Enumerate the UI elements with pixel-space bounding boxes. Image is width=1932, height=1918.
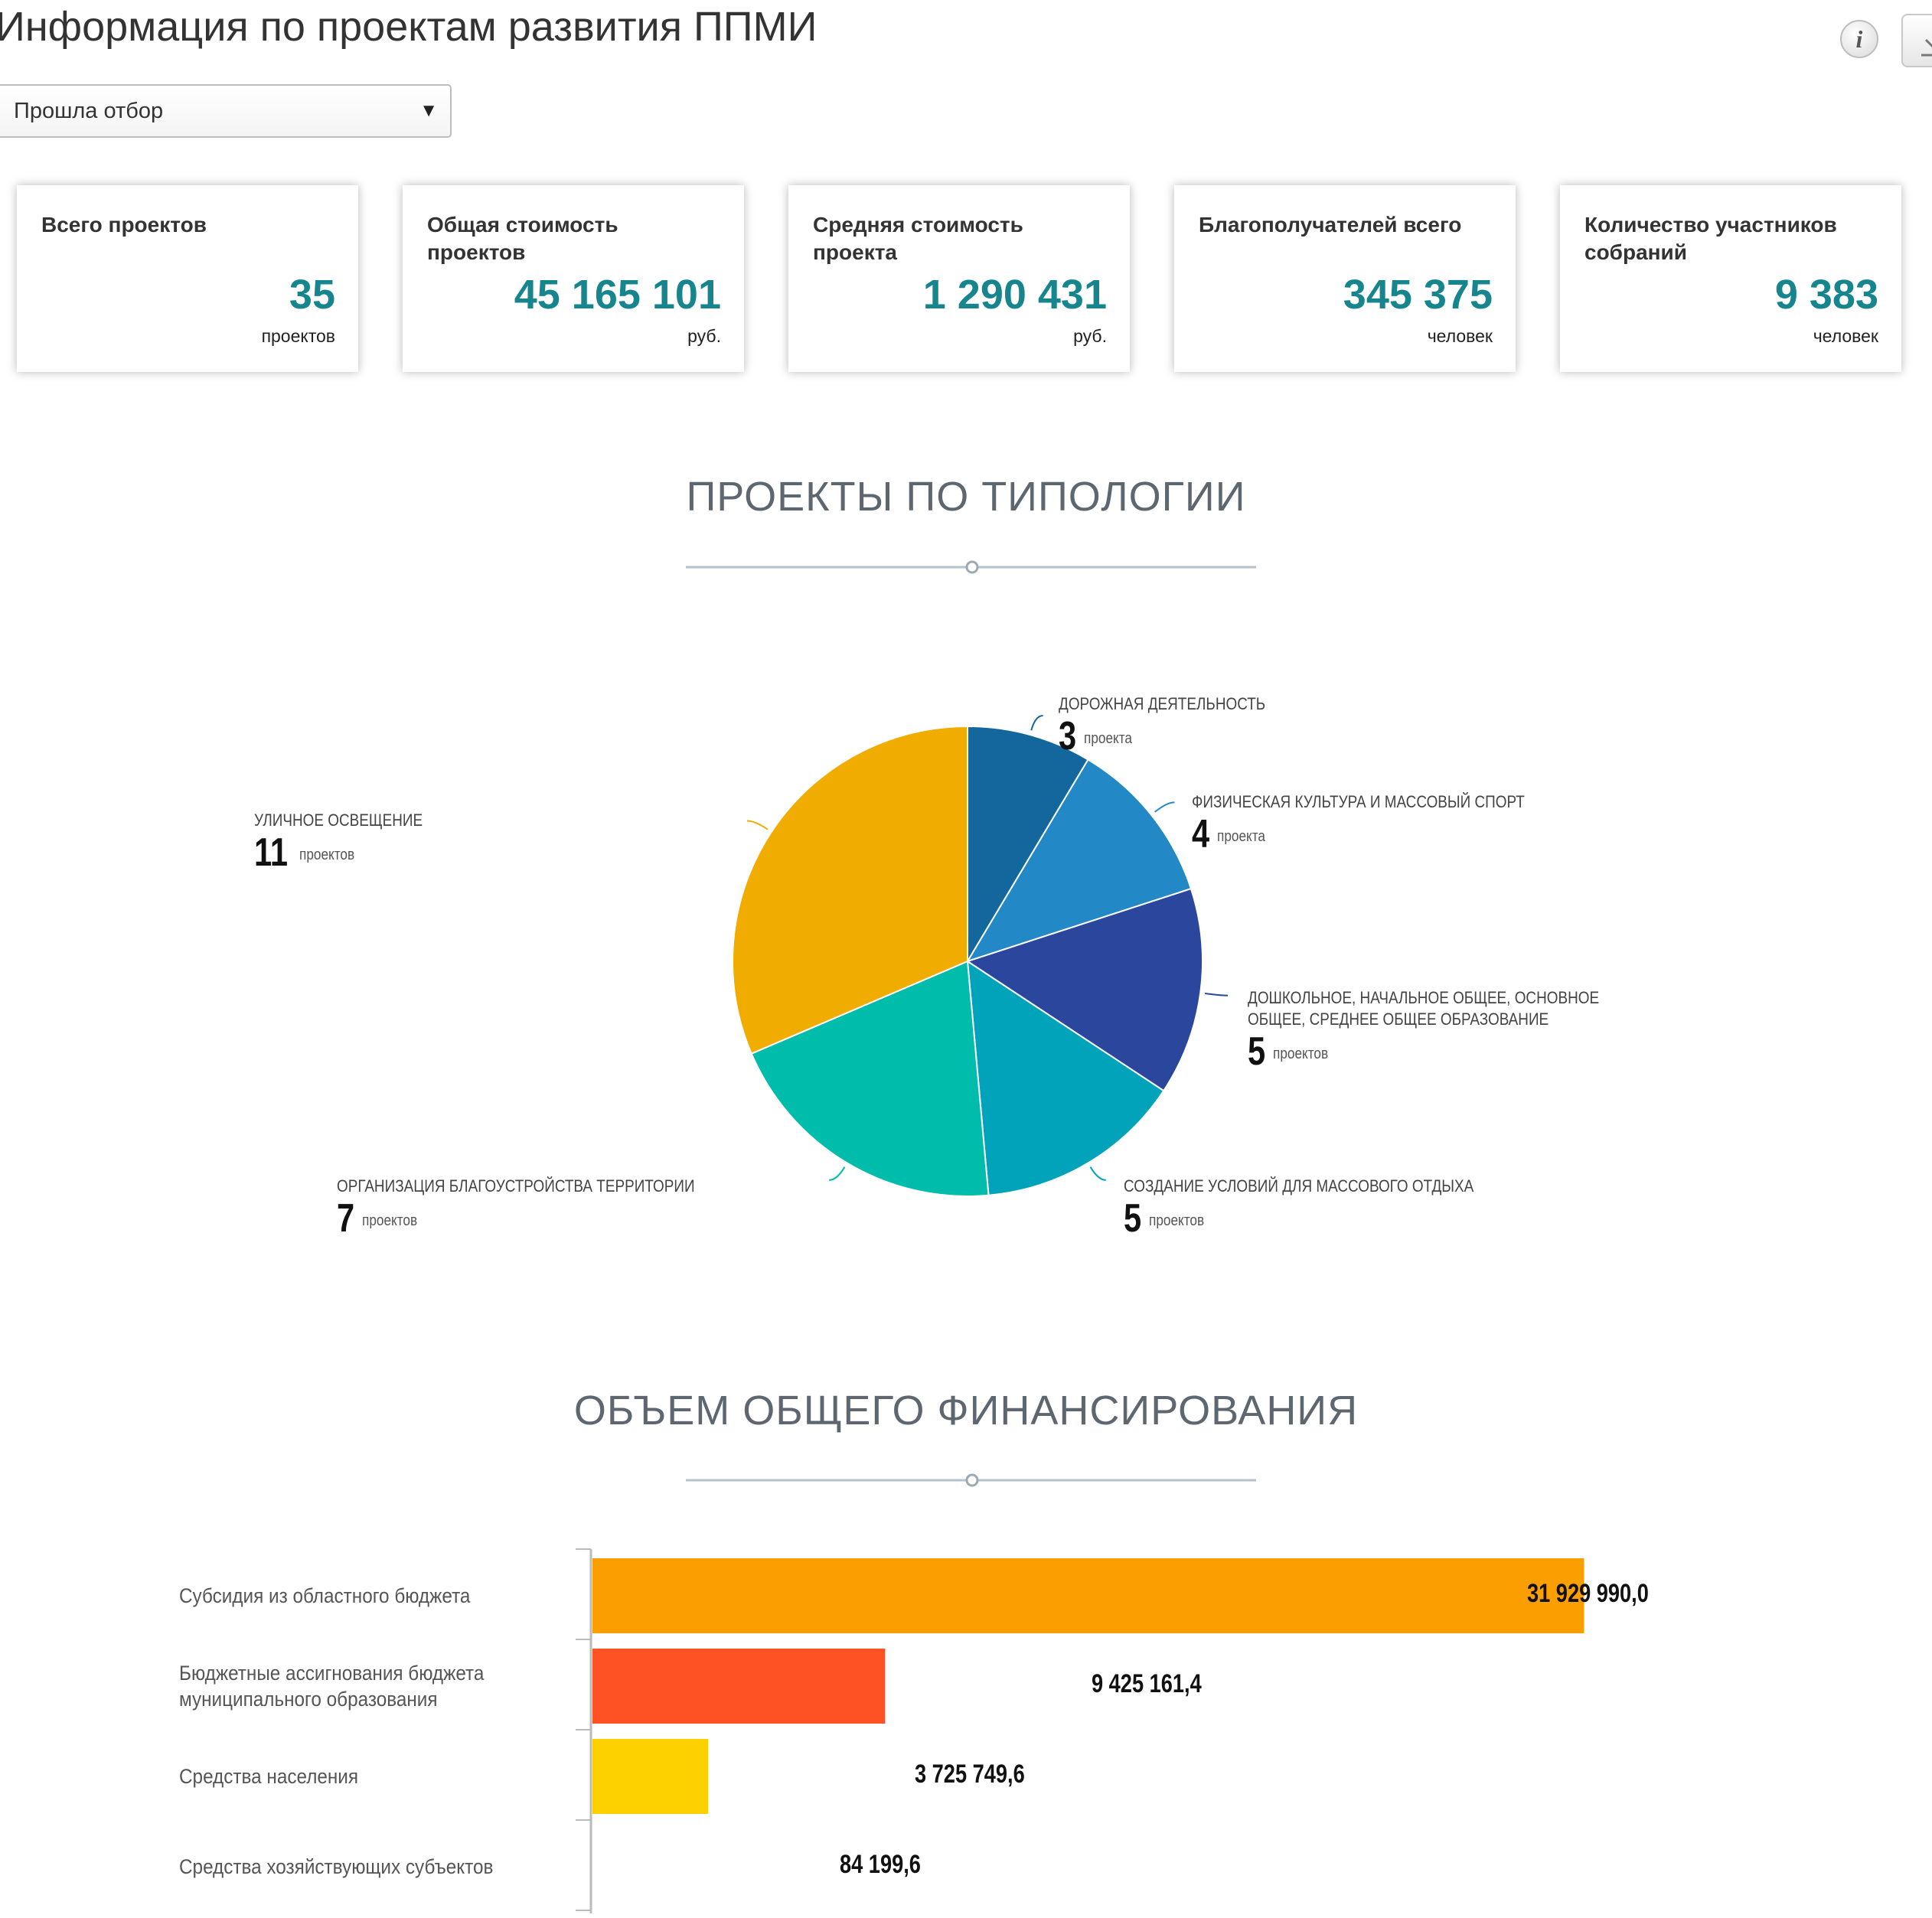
pie-slice[interactable] <box>965 887 1203 1092</box>
pie-label-count-row: 11 проектов <box>254 830 450 876</box>
kpi-unit: проектов <box>261 326 335 346</box>
pie-connector <box>1205 993 1228 997</box>
pie-label-unit: проекта <box>1083 730 1132 747</box>
kpi-card-beneficiaries: Благополучателей всего 345 375 человек <box>1174 185 1516 372</box>
kpi-label: Всего проектов <box>41 213 207 236</box>
bar[interactable] <box>592 1649 886 1724</box>
pie-label-unit: проектов <box>1272 1045 1329 1062</box>
bar[interactable] <box>592 1739 709 1814</box>
kpi-card-average-cost: Средняя стоимость проекта 1 290 431 руб. <box>788 185 1130 372</box>
pie-label-count-row: 5 проектов <box>1124 1195 1531 1241</box>
pie-svg <box>732 715 1228 1197</box>
pie-label-count-row: 5 проектов <box>1248 1029 1676 1075</box>
pie-label: ФИЗИЧЕСКАЯ КУЛЬТУРА И МАССОВЫЙ СПОРТ 4 про… <box>1192 791 1579 857</box>
pie-label-name: ФИЗИЧЕСКАЯ КУЛЬТУРА И МАССОВЫЙ СПОРТ <box>1192 792 1525 811</box>
pie-label-count: 11 <box>254 830 288 875</box>
pie-label-count: 4 <box>1192 812 1210 856</box>
pie-label: ДОШКОЛЬНОЕ, НАЧАЛЬНОЕ ОБЩЕЕ, ОСНОВНОЕ ОБ… <box>1248 987 1676 1075</box>
info-icon[interactable]: i <box>1840 20 1878 58</box>
pie-label-unit: проектов <box>361 1212 418 1229</box>
pie-label-name: УЛИЧНОЕ ОСВЕЩЕНИЕ <box>254 811 423 830</box>
pie-label-name: СОЗДАНИЕ УСЛОВИЙ ДЛЯ МАССОВОГО ОТДЫХА <box>1124 1176 1474 1195</box>
pie-label: ДОРОЖНАЯ ДЕЯТЕЛЬНОСТЬ 3 проекта <box>1059 693 1299 759</box>
kpi-card-total-cost: Общая стоимость проектов 45 165 101 руб. <box>403 185 744 372</box>
pie-slice[interactable] <box>965 758 1193 963</box>
kpi-unit: человек <box>1813 326 1878 346</box>
bar-value-label: 3 725 749,6 <box>915 1760 1025 1789</box>
chevron-down-icon: ▼ <box>419 100 438 121</box>
pie-label-count: 5 <box>1248 1029 1266 1074</box>
pie-label: СОЗДАНИЕ УСЛОВИЙ ДЛЯ МАССОВОГО ОТДЫХА 5 пр… <box>1124 1176 1531 1241</box>
kpi-row: Всего проектов 35 проектов Общая стоимос… <box>17 185 1915 375</box>
financing-section-title: ОБЪЕМ ОБЩЕГО ФИНАНСИРОВАНИЯ <box>573 1388 1359 1434</box>
page-title: Информация по проектам развития ППМИ <box>0 4 818 50</box>
pie-connector <box>747 820 769 830</box>
pie-slice[interactable] <box>750 960 990 1197</box>
bar-value-label: 31 929 990,0 <box>1527 1579 1650 1608</box>
bar-category-label: Субсидия из областного бюджета <box>179 1584 471 1607</box>
download-icon[interactable] <box>1901 14 1932 67</box>
pie-label-count: 5 <box>1124 1196 1142 1241</box>
kpi-card-total-projects: Всего проектов 35 проектов <box>17 185 358 372</box>
bar-category-label: Средства хозяйствующих субъектов <box>179 1855 494 1878</box>
bar-category-label: Бюджетные ассигнования бюджета муниципал… <box>179 1662 485 1711</box>
section-divider <box>686 1473 1256 1487</box>
kpi-value: 35 <box>289 272 335 318</box>
pie-label-count-row: 3 проекта <box>1059 713 1299 759</box>
typology-section-title: ПРОЕКТЫ ПО ТИПОЛОГИИ <box>686 474 1246 520</box>
kpi-card-meeting-participants: Количество участников собраний 9 383 чел… <box>1560 185 1901 372</box>
pie-slice[interactable] <box>967 725 1089 964</box>
pie-connector <box>1030 715 1043 731</box>
pie-label-name: ОРГАНИЗАЦИЯ БЛАГОУСТРОЙСТВА ТЕРРИТОРИИ <box>337 1176 695 1195</box>
pie-label: ОРГАНИЗАЦИЯ БЛАГОУСТРОЙСТВА ТЕРРИТОРИИ 7 п… <box>337 1176 753 1241</box>
kpi-label: Количество участников собраний <box>1584 213 1837 264</box>
kpi-value: 345 375 <box>1343 272 1493 318</box>
pie-label-count: 7 <box>337 1196 355 1241</box>
status-filter-select[interactable]: Прошла отбор ▼ <box>0 84 452 138</box>
bar[interactable] <box>592 1558 1584 1633</box>
pie-slice[interactable] <box>732 725 968 1055</box>
status-filter-value: Прошла отбор <box>14 98 164 123</box>
kpi-unit: человек <box>1427 326 1493 346</box>
pie-connector <box>829 1166 846 1181</box>
pie-label-unit: проектов <box>299 846 355 863</box>
kpi-unit: руб. <box>687 326 721 346</box>
pie-label-name: ДОШКОЛЬНОЕ, НАЧАЛЬНОЕ ОБЩЕЕ, ОСНОВНОЕ ОБ… <box>1248 988 1600 1029</box>
kpi-label: Благополучателей всего <box>1199 213 1462 236</box>
pie-label: УЛИЧНОЕ ОСВЕЩЕНИЕ 11 проектов <box>254 810 450 876</box>
pie-connector <box>1154 801 1175 813</box>
bar-value-label: 9 425 161,4 <box>1092 1669 1203 1698</box>
kpi-value: 9 383 <box>1774 272 1878 318</box>
kpi-label: Общая стоимость проектов <box>427 213 618 264</box>
bar-svg <box>576 1548 1584 1913</box>
typology-pie-chart: ДОРОЖНАЯ ДЕЯТЕЛЬНОСТЬ 3 проекта ФИЗИЧЕСКАЯ … <box>0 651 1932 1324</box>
pie-connector <box>1089 1166 1106 1181</box>
kpi-value: 1 290 431 <box>922 272 1107 318</box>
pie-label-unit: проекта <box>1216 828 1265 845</box>
kpi-label: Средняя стоимость проекта <box>813 213 1023 264</box>
bar-value-label: 84 199,6 <box>840 1850 922 1879</box>
bar[interactable] <box>592 1829 596 1904</box>
financing-bar-chart: Субсидия из областного бюджета 31 929 990… <box>0 1538 1932 1918</box>
section-divider <box>686 560 1256 574</box>
pie-label-unit: проектов <box>1148 1212 1205 1229</box>
kpi-value: 45 165 101 <box>514 272 721 318</box>
bar-category-label: Средства населения <box>179 1765 359 1788</box>
pie-label-count-row: 7 проектов <box>337 1195 753 1241</box>
kpi-unit: руб. <box>1073 326 1107 346</box>
pie-label-count: 3 <box>1059 714 1077 758</box>
pie-slice[interactable] <box>966 960 1165 1196</box>
pie-label-name: ДОРОЖНАЯ ДЕЯТЕЛЬНОСТЬ <box>1059 694 1266 713</box>
pie-label-count-row: 4 проекта <box>1192 811 1579 857</box>
